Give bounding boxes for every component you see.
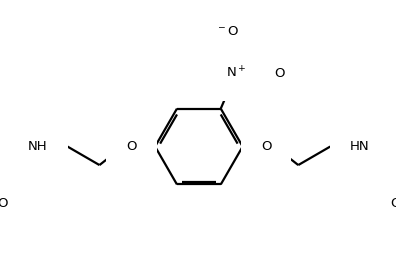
Text: HN: HN [350,140,369,153]
Text: O: O [0,197,8,210]
Text: $^-$O: $^-$O [216,25,239,38]
Text: O: O [126,140,137,153]
Text: N$^+$: N$^+$ [226,66,246,81]
Text: O: O [274,67,285,80]
Text: O: O [390,197,396,210]
Text: O: O [261,140,272,153]
Text: NH: NH [28,140,48,153]
